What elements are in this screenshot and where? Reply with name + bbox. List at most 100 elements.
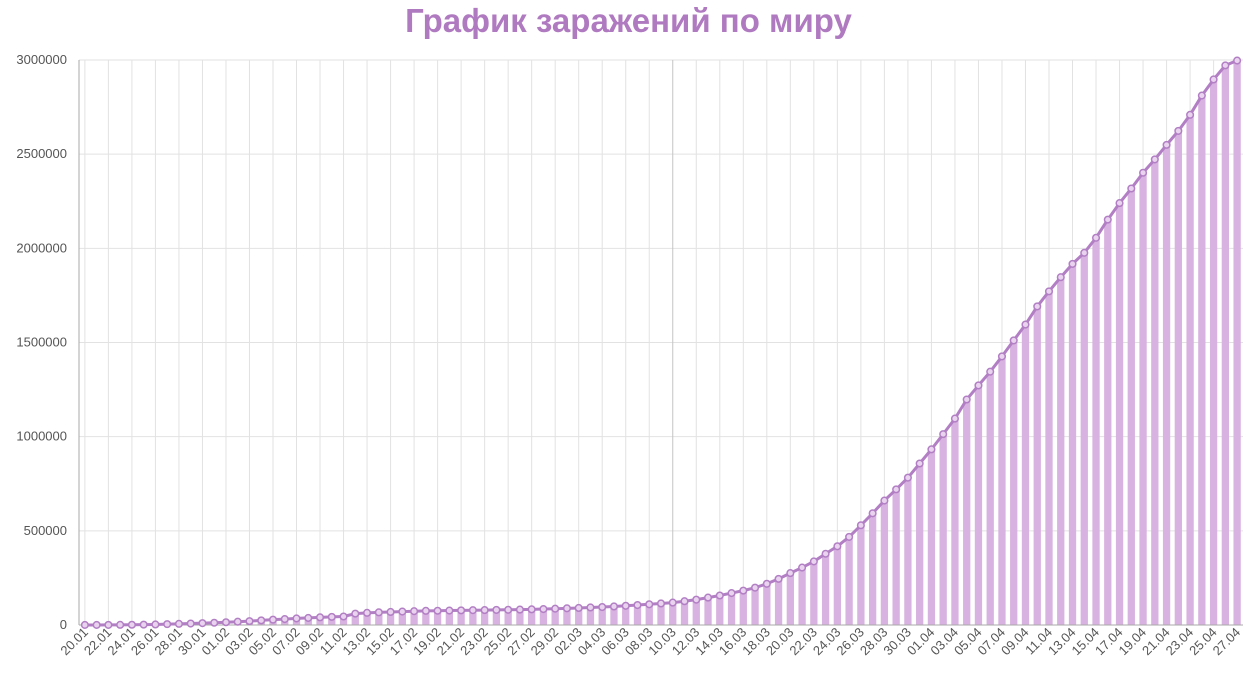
bar (610, 606, 618, 625)
data-point (445, 606, 454, 615)
data-point (186, 619, 195, 628)
data-point (104, 620, 113, 629)
bar (398, 611, 406, 625)
data-point (751, 583, 760, 592)
bar (645, 604, 653, 625)
bar (339, 616, 348, 625)
data-point (1174, 126, 1183, 135)
bar (1127, 188, 1135, 626)
data-point (645, 600, 654, 609)
data-point (1209, 75, 1218, 84)
data-point (127, 620, 136, 629)
data-point (527, 605, 536, 614)
data-point (163, 620, 172, 629)
data-point (1233, 56, 1242, 65)
data-point (739, 586, 748, 595)
bar (739, 590, 747, 625)
data-point (986, 367, 995, 376)
data-point (92, 620, 101, 629)
bar (492, 609, 501, 625)
data-point (139, 620, 148, 629)
data-point (633, 600, 642, 610)
bar (1151, 159, 1159, 625)
data-point (586, 603, 595, 612)
bar (974, 385, 983, 625)
data-point (880, 496, 889, 505)
data-point (856, 521, 865, 530)
data-point (480, 606, 489, 615)
data-point (762, 579, 771, 588)
data-point (245, 617, 254, 626)
data-point (398, 607, 407, 616)
data-point (1091, 233, 1101, 242)
data-point (492, 605, 501, 614)
data-point (1115, 199, 1124, 208)
bar (657, 603, 665, 625)
data-point (315, 613, 325, 622)
bar (798, 567, 806, 625)
bar (363, 612, 371, 625)
data-point (1080, 248, 1089, 257)
data-point (1139, 168, 1148, 177)
y-tick-label: 3000000 (16, 52, 67, 67)
data-point (915, 459, 924, 468)
bar (692, 599, 700, 625)
data-point (727, 589, 736, 598)
data-point (1068, 259, 1077, 268)
data-point (433, 606, 442, 615)
data-point (292, 614, 301, 623)
data-point (210, 618, 219, 627)
data-point (268, 615, 278, 624)
data-point (950, 414, 959, 423)
data-point (151, 620, 160, 629)
data-point (198, 619, 207, 628)
bar (1221, 65, 1230, 626)
bar (669, 602, 677, 625)
y-tick-label: 2000000 (16, 240, 67, 255)
data-point (1033, 302, 1042, 311)
bar (1115, 203, 1124, 626)
data-point (621, 601, 630, 610)
bar (1045, 291, 1053, 625)
bar (763, 583, 771, 625)
bar (375, 612, 383, 625)
data-point (703, 593, 713, 602)
data-point (680, 597, 689, 606)
data-point (304, 613, 313, 622)
bar (1057, 277, 1065, 625)
data-point (1103, 215, 1112, 224)
data-point (868, 509, 877, 518)
bar (598, 607, 606, 625)
bar (1139, 172, 1147, 625)
data-point (539, 605, 548, 614)
data-point (798, 563, 807, 572)
bar (1174, 130, 1182, 625)
bar (904, 477, 912, 625)
bar (963, 399, 971, 625)
bar (986, 371, 994, 625)
bar (1209, 79, 1218, 625)
data-point (1021, 320, 1030, 329)
bar (633, 605, 642, 625)
data-point (656, 599, 666, 608)
bar (892, 489, 900, 625)
data-point (1162, 140, 1171, 149)
bar (939, 434, 947, 625)
data-point (468, 606, 477, 615)
data-point (1044, 287, 1054, 296)
bar (422, 610, 430, 625)
data-point (257, 616, 266, 625)
data-point (116, 620, 125, 629)
bar (1068, 263, 1077, 625)
data-point (598, 602, 607, 612)
bar (998, 356, 1006, 625)
bar (1021, 324, 1030, 625)
data-point (551, 604, 560, 613)
x-tick-label: 27.04 (1210, 625, 1244, 659)
bar (539, 609, 548, 625)
data-point (280, 615, 289, 624)
bar (480, 610, 489, 625)
bar (528, 609, 536, 625)
data-point (715, 591, 724, 600)
